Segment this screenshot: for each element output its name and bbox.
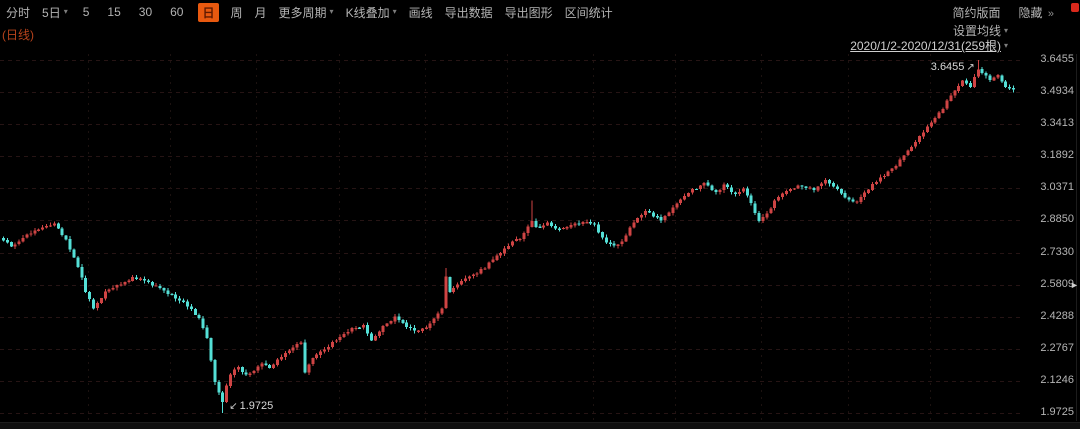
draw-line-button[interactable]: 画线 (408, 5, 433, 20)
min-price-value: 1.9725 (239, 400, 274, 412)
tab-5min[interactable]: 5 (82, 5, 90, 19)
time-axis-strip (0, 422, 1080, 429)
ma-settings-label: 设置均线 (952, 24, 1001, 38)
max-price-value: 3.6455 (930, 61, 965, 73)
max-price-annotation: 3.6455 ↗ (931, 61, 977, 73)
chevron-down-icon: ▾ (1003, 40, 1008, 50)
tab-daily[interactable]: 日 (192, 2, 224, 22)
hide-button[interactable]: 隐藏 » (1019, 4, 1054, 21)
toolbar: 分时 5日 ▾ 5 15 30 60 日 周 月 更多周期 ▾ K线叠加 ▾ 画… (0, 0, 1080, 24)
range-stats-button[interactable]: 区间统计 (564, 5, 613, 20)
simple-layout-button[interactable]: 简约版面 (952, 5, 1001, 20)
chevron-down-icon: ▾ (329, 7, 334, 16)
tab-60min[interactable]: 60 (170, 5, 184, 19)
tab-minute[interactable]: 分时 (6, 5, 31, 20)
tab-5day[interactable]: 5日 ▾ (36, 4, 74, 21)
tab-5day-label: 5日 (42, 5, 61, 20)
ma-settings-button[interactable]: 设置均线 ▾ (953, 22, 1008, 39)
chevron-down-icon: ▾ (63, 7, 68, 16)
chevron-down-icon: ▾ (1003, 25, 1008, 35)
arrow-up-right-icon: ↗ (966, 62, 975, 73)
arrow-down-left-icon: ↙ (229, 401, 238, 412)
chart-type-label: (日线) (2, 28, 34, 42)
hide-label: 隐藏 (1018, 5, 1043, 20)
tab-30min[interactable]: 30 (138, 5, 153, 19)
kline-overlay-button[interactable]: K线叠加 ▾ (340, 4, 403, 21)
more-periods-label: 更多周期 (278, 5, 327, 20)
tab-monthly[interactable]: 月 (254, 5, 267, 20)
red-indicator (1071, 3, 1079, 12)
export-data-button[interactable]: 导出数据 (444, 5, 493, 20)
date-range-button[interactable]: 2020/1/2-2020/12/31(259根) ▾ (850, 37, 1008, 54)
export-image-button[interactable]: 导出图形 (504, 5, 553, 20)
toolbar-right: 简约版面 隐藏 » (953, 0, 1055, 24)
kline-overlay-label: K线叠加 (345, 5, 390, 20)
panel-expand-marker[interactable]: ► (1070, 279, 1079, 290)
more-periods-button[interactable]: 更多周期 ▾ (273, 4, 340, 21)
chevron-down-icon: ▾ (392, 7, 397, 16)
min-price-annotation: ↙ 1.9725 (227, 400, 273, 412)
tab-weekly[interactable]: 周 (230, 5, 243, 20)
chevrons-right-icon: » (1047, 7, 1054, 20)
date-range-label: 2020/1/2-2020/12/31(259根) (850, 39, 1001, 53)
panel-edge-divider (1076, 54, 1077, 421)
tab-15min[interactable]: 15 (107, 5, 121, 19)
tab-daily-label: 日 (198, 2, 219, 22)
